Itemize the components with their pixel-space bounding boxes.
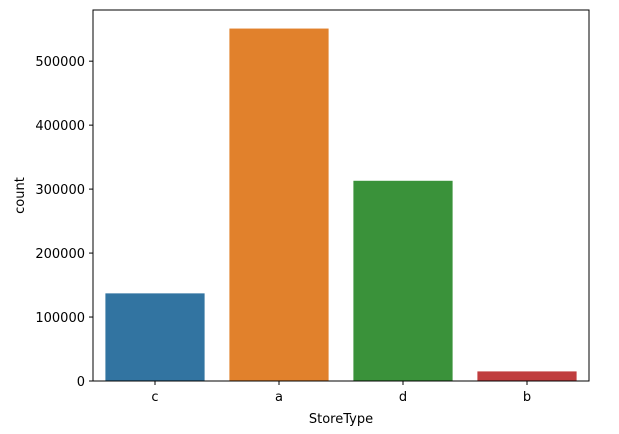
y-tick-label: 300000 <box>35 183 85 198</box>
x-tick-label: a <box>275 390 283 405</box>
y-ticks-group: 0 100000 200000 300000 400000 500000 <box>35 55 93 390</box>
bars-group <box>105 28 577 382</box>
axes-frame <box>92 9 590 382</box>
y-tick-label: 0 <box>77 375 85 390</box>
y-tick-label: 400000 <box>35 119 85 134</box>
x-axis-label: StoreType <box>309 412 373 427</box>
y-tick-label: 500000 <box>35 55 85 70</box>
x-tick-label: c <box>151 390 158 405</box>
plot-area: 0 100000 200000 300000 400000 500000 c a d b <box>35 9 590 405</box>
bar-a <box>229 28 329 382</box>
y-tick-label: 200000 <box>35 247 85 262</box>
bar-d <box>353 180 453 381</box>
y-tick-label: 100000 <box>35 311 85 326</box>
y-axis-label: count <box>13 177 28 214</box>
x-tick-label: b <box>523 390 531 405</box>
bar-b <box>477 371 577 381</box>
x-tick-label: d <box>399 390 407 405</box>
bar-c <box>105 293 205 381</box>
